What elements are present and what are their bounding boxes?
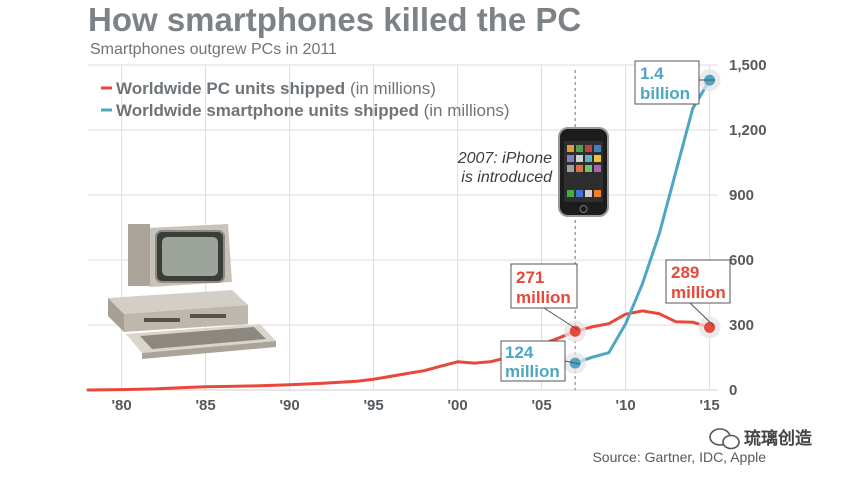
callout-label: billion bbox=[640, 84, 690, 103]
legend-item-smartphone: Worldwide smartphone units shipped (in m… bbox=[116, 101, 510, 120]
x-tick-label: '00 bbox=[447, 397, 467, 414]
x-tick-label: '05 bbox=[531, 397, 551, 414]
computer-illustration bbox=[108, 224, 276, 359]
event-label-line1: 2007: iPhone bbox=[457, 150, 552, 167]
callout-box bbox=[665, 259, 731, 304]
watermark: 琉璃创造 bbox=[709, 428, 813, 450]
chart-subtitle: Smartphones outgrew PCs in 2011 bbox=[90, 41, 337, 58]
callout-connector bbox=[564, 360, 581, 365]
callout-label: million bbox=[516, 288, 571, 307]
callout-label: 289 bbox=[671, 263, 699, 282]
series-line-smartphone bbox=[573, 78, 712, 365]
legend: Worldwide PC units shipped (in millions)… bbox=[101, 79, 510, 120]
y-tick-label: 300 bbox=[729, 317, 754, 334]
legend-item-pc: Worldwide PC units shipped (in millions) bbox=[116, 79, 436, 98]
callout-connector bbox=[689, 302, 715, 327]
callout-box bbox=[634, 60, 700, 105]
y-tick-label: 900 bbox=[729, 187, 754, 204]
callout-label: 271 bbox=[516, 268, 544, 287]
event-label-line2: is introduced bbox=[461, 169, 553, 186]
y-tick-label: 1,500 bbox=[729, 57, 767, 74]
callout-box bbox=[500, 340, 566, 382]
y-tick-label: 0 bbox=[729, 382, 737, 399]
watermark-text: 琉璃创造 bbox=[744, 428, 813, 449]
x-tick-label: '80 bbox=[111, 397, 131, 414]
callout-connector bbox=[543, 307, 579, 331]
callout-label: million bbox=[671, 283, 726, 302]
highlight-point bbox=[569, 325, 581, 337]
axis-ticks: '80 '85 '90 '95 '00 '05 '10 '15 0 300 600 900 1,200 1… bbox=[111, 57, 766, 414]
x-tick-label: '95 bbox=[363, 397, 383, 414]
highlight-point bbox=[704, 321, 716, 333]
callout-label: 1.4 bbox=[640, 64, 664, 83]
callout-box bbox=[510, 263, 578, 309]
x-tick-label: '10 bbox=[615, 397, 635, 414]
series-line-pc bbox=[86, 309, 712, 392]
callout-label: million bbox=[505, 362, 560, 381]
source-note: Source: Gartner, IDC, Apple bbox=[592, 449, 766, 465]
callout-label: 124 bbox=[505, 343, 534, 362]
x-tick-label: '90 bbox=[279, 397, 299, 414]
series-lines bbox=[86, 78, 712, 392]
x-tick-label: '15 bbox=[699, 397, 719, 414]
chart-title: How smartphones killed the PC bbox=[88, 1, 581, 38]
x-tick-label: '85 bbox=[195, 397, 215, 414]
y-tick-label: 1,200 bbox=[729, 122, 767, 139]
iphone-illustration bbox=[558, 127, 609, 217]
y-tick-label: 600 bbox=[729, 252, 754, 269]
